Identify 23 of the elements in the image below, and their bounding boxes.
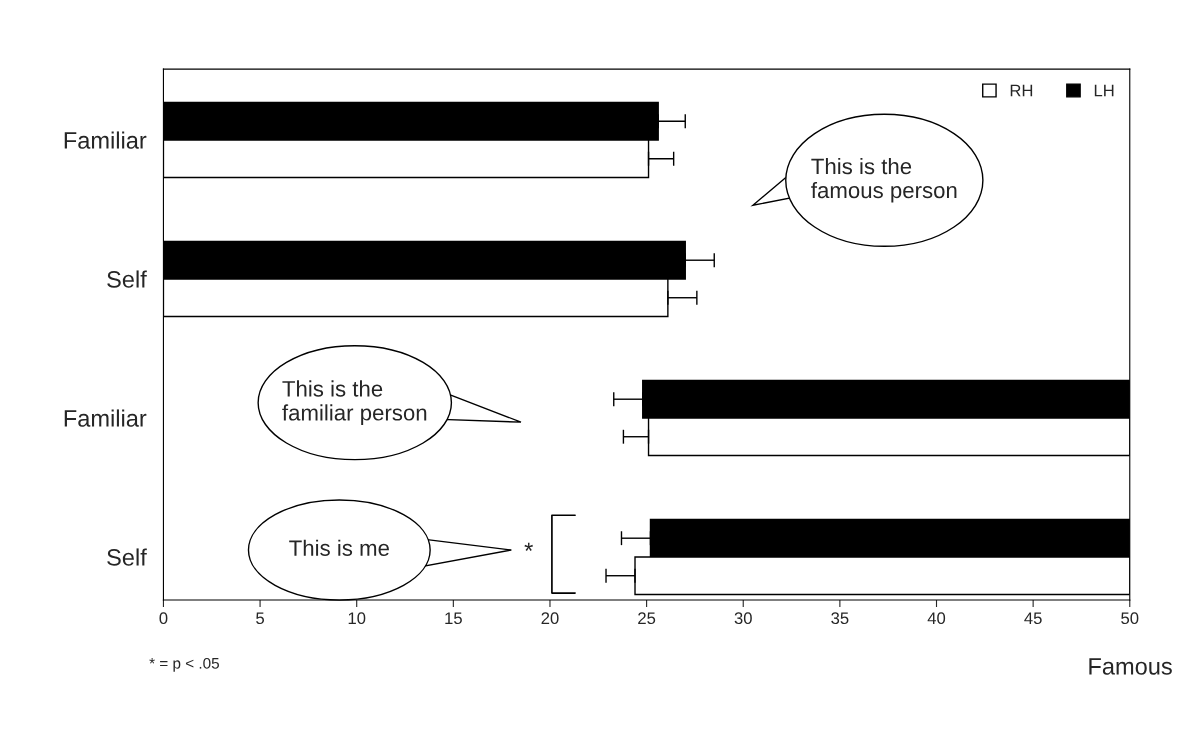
x-tick-label: 20 (541, 612, 559, 625)
x-axis-title: Famous (1089, 658, 1172, 675)
y-tick-label: Familiar (64, 131, 147, 149)
legend-label: RH (1010, 84, 1033, 97)
y-tick-label: Familiar (64, 409, 147, 427)
y-tick-label: Self (107, 270, 147, 288)
annotation: This is me (289, 539, 389, 556)
x-tick-label: 5 (256, 612, 265, 625)
x-tick-label: 0 (159, 612, 168, 625)
x-tick-label: 15 (445, 612, 462, 625)
y-tick-label: Self (107, 548, 147, 566)
annotation: This is the familiar person (282, 380, 427, 425)
x-tick-label: 10 (348, 612, 366, 625)
x-tick-label: 40 (927, 612, 946, 625)
x-tick-label: 30 (734, 612, 752, 625)
x-tick-label: 25 (638, 612, 656, 625)
x-tick-label: 45 (1024, 612, 1042, 625)
x-tick-label: 35 (831, 612, 849, 625)
text: * = p < .05 (149, 657, 219, 672)
legend-label: LH (1094, 84, 1114, 97)
annotation: * (524, 542, 533, 551)
x-tick-label: 50 (1121, 612, 1139, 625)
annotation: This is the famous person (811, 157, 957, 203)
